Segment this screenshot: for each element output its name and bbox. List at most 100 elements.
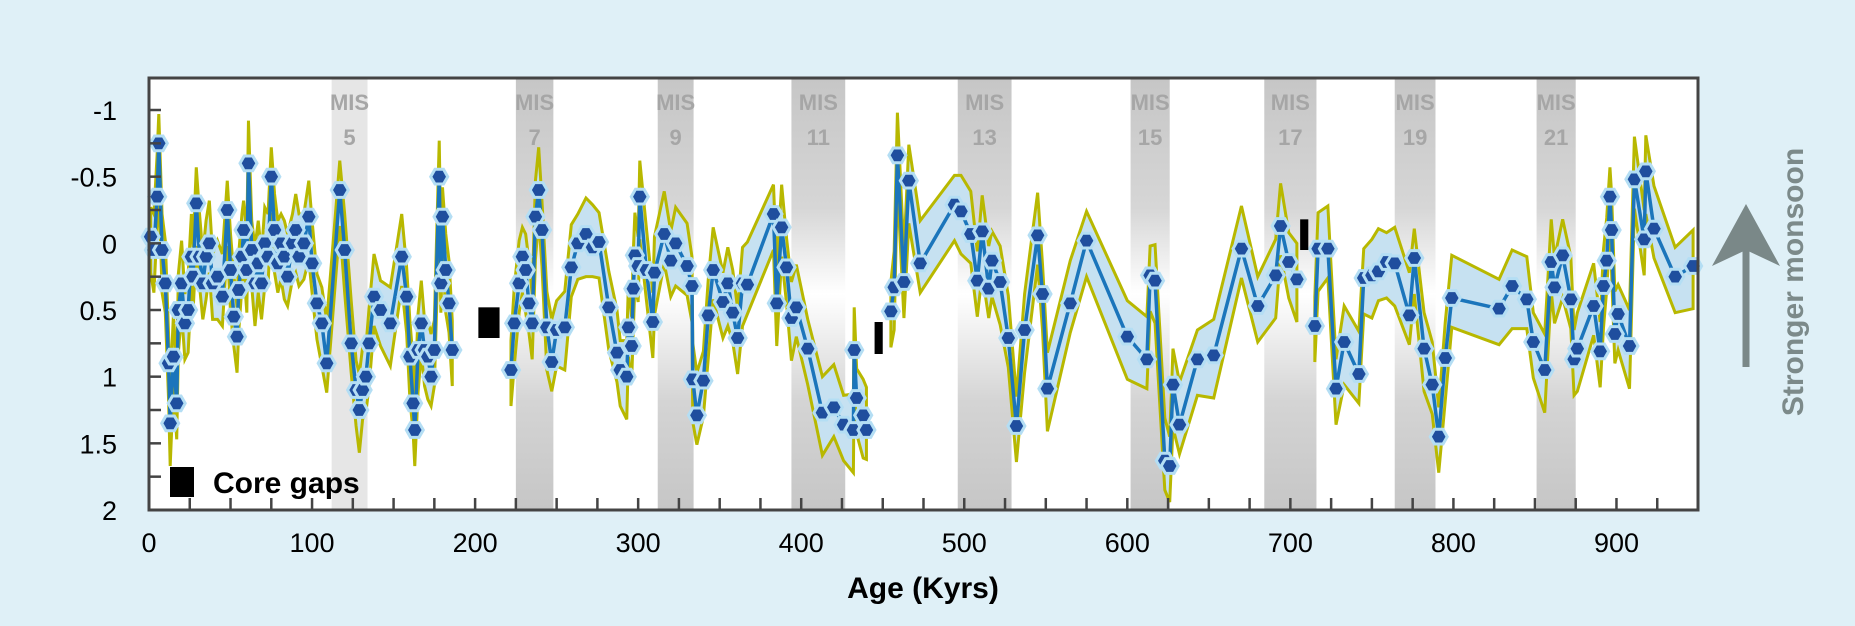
data-point	[1136, 350, 1158, 369]
mis-label: MIS	[515, 90, 554, 115]
data-point	[334, 241, 355, 259]
mis-number: 17	[1278, 125, 1302, 150]
data-point	[1488, 299, 1510, 318]
data-point	[1421, 375, 1443, 394]
mis-label: MIS	[1537, 90, 1576, 115]
data-point	[329, 181, 351, 199]
uncertainty-band	[509, 147, 868, 477]
data-point	[500, 361, 522, 379]
data-point	[146, 187, 168, 206]
data-point	[442, 341, 463, 359]
data-point	[989, 273, 1011, 291]
data-point	[1589, 342, 1611, 361]
mis-label: MIS	[1131, 90, 1170, 115]
data-point	[435, 261, 457, 279]
stronger-monsoon-arrow	[1712, 204, 1780, 367]
data-point	[1247, 297, 1269, 315]
data-point	[159, 414, 181, 433]
data-point	[220, 261, 241, 279]
mis-number: 11	[807, 125, 830, 150]
data-point	[199, 234, 220, 253]
data-point	[1404, 249, 1425, 267]
y-tick-label: 0.5	[79, 296, 117, 326]
data-point	[380, 314, 401, 333]
data-point	[1333, 333, 1355, 351]
data-point	[223, 307, 245, 326]
data-point	[277, 267, 298, 286]
data-point	[843, 341, 865, 359]
x-tick-label: 900	[1594, 528, 1639, 558]
data-point	[823, 398, 845, 417]
mis-number: 9	[670, 125, 682, 150]
x-tick-label: 500	[942, 528, 987, 558]
stronger-monsoon-label: Stronger monsoon	[1777, 148, 1810, 416]
data-point	[856, 421, 877, 439]
data-point	[293, 234, 315, 253]
data-point	[1304, 317, 1326, 335]
data-point	[233, 221, 254, 239]
data-point	[1162, 375, 1184, 394]
data-point	[776, 258, 797, 277]
x-tick-label: 100	[290, 528, 335, 558]
data-point	[727, 329, 748, 347]
data-point	[1552, 246, 1573, 265]
data-point	[665, 234, 686, 253]
y-tick-label: 2	[102, 496, 117, 526]
data-point	[396, 287, 417, 306]
data-point	[554, 318, 576, 337]
data-point	[561, 258, 582, 277]
data-point	[349, 401, 370, 419]
data-point	[1643, 219, 1665, 238]
data-point	[880, 302, 902, 321]
data-point	[998, 329, 1019, 347]
data-point	[155, 274, 176, 293]
data-point	[1270, 217, 1291, 235]
data-point	[681, 277, 703, 295]
data-point	[1187, 350, 1208, 369]
data-point	[521, 314, 543, 333]
data-point	[1159, 457, 1180, 475]
x-tick-label: 700	[1268, 528, 1313, 558]
data-point	[693, 371, 714, 390]
data-point	[1593, 277, 1614, 295]
data-point	[177, 301, 199, 319]
data-point	[1523, 333, 1544, 351]
data-point	[898, 171, 920, 190]
x-tick-label: 800	[1431, 528, 1476, 558]
data-point	[1516, 290, 1538, 309]
data-point	[217, 201, 238, 219]
data-point	[1144, 271, 1166, 290]
data-point	[797, 339, 818, 358]
x-axis-label: Age (Kyrs)	[847, 572, 999, 605]
data-point	[660, 251, 682, 270]
data-point	[981, 251, 1003, 270]
data-point	[1037, 379, 1058, 398]
data-point	[503, 314, 525, 333]
data-point	[1014, 321, 1035, 339]
legend-core-gaps-label: Core gaps	[213, 467, 360, 500]
data-point	[301, 254, 323, 273]
data-point	[950, 202, 972, 221]
data-point	[404, 421, 426, 439]
data-point	[391, 247, 412, 266]
data-point	[1596, 251, 1617, 270]
data-point	[212, 287, 233, 306]
data-point	[887, 146, 908, 165]
data-point	[358, 334, 380, 353]
mis-number: 15	[1138, 125, 1162, 150]
data-point	[1059, 294, 1081, 313]
data-point	[771, 218, 792, 237]
mis-label: MIS	[965, 90, 1004, 115]
data-point	[1231, 239, 1252, 258]
data-point	[909, 254, 931, 273]
x-tick-label: 300	[616, 528, 661, 558]
x-tick-label: 600	[1105, 528, 1150, 558]
core-gap-marker	[874, 322, 883, 354]
mis-label: MIS	[330, 90, 369, 115]
data-point	[621, 337, 642, 355]
data-point	[1076, 231, 1097, 250]
data-point	[588, 233, 610, 251]
data-point	[1317, 239, 1339, 258]
data-point	[623, 279, 644, 298]
data-point	[1117, 327, 1138, 346]
